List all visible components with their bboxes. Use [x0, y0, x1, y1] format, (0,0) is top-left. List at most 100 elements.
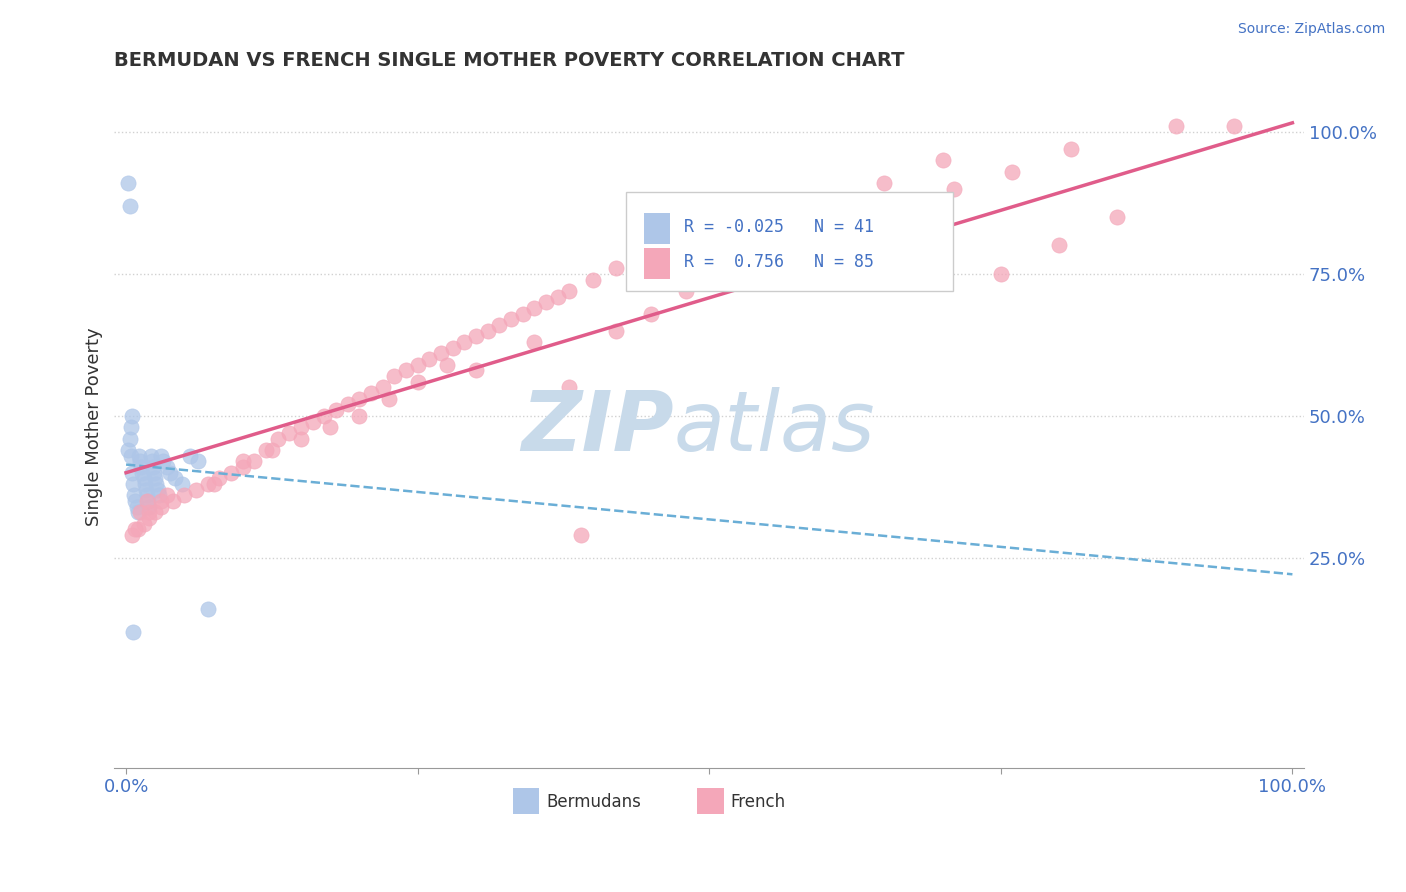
Point — [121, 409, 143, 423]
Point — [290, 432, 312, 446]
Point — [138, 500, 160, 514]
Point — [202, 477, 225, 491]
Point — [150, 500, 173, 514]
Point — [127, 522, 149, 536]
Point — [441, 341, 464, 355]
Point — [990, 267, 1012, 281]
Point — [721, 261, 744, 276]
FancyBboxPatch shape — [644, 248, 671, 279]
Point — [569, 528, 592, 542]
Point — [117, 442, 139, 457]
Point — [436, 358, 458, 372]
Point — [121, 466, 143, 480]
Point — [243, 454, 266, 468]
Point — [197, 477, 219, 491]
Point — [179, 449, 201, 463]
FancyBboxPatch shape — [513, 789, 538, 814]
Point — [512, 307, 534, 321]
Point — [349, 409, 371, 423]
Point — [165, 471, 187, 485]
Point — [314, 409, 336, 423]
Point — [162, 494, 184, 508]
Point — [143, 505, 166, 519]
Point — [675, 233, 697, 247]
Point — [349, 392, 371, 406]
Point — [146, 483, 169, 497]
Point — [184, 483, 207, 497]
Point — [254, 442, 277, 457]
Point — [325, 403, 347, 417]
Point — [134, 477, 156, 491]
Point — [197, 602, 219, 616]
Point — [628, 250, 651, 264]
Point — [488, 318, 510, 332]
Point — [136, 488, 159, 502]
Point — [377, 392, 399, 406]
Point — [170, 477, 193, 491]
Point — [1223, 120, 1246, 134]
Text: atlas: atlas — [673, 387, 875, 467]
Point — [605, 324, 627, 338]
Point — [152, 454, 174, 468]
Point — [232, 454, 254, 468]
Text: French: French — [731, 793, 786, 811]
Text: R = -0.025   N = 41: R = -0.025 N = 41 — [685, 218, 875, 235]
Point — [143, 466, 166, 480]
Point — [697, 227, 720, 241]
Point — [129, 459, 152, 474]
Point — [395, 363, 418, 377]
Point — [145, 477, 167, 491]
Point — [430, 346, 453, 360]
Point — [336, 397, 359, 411]
FancyBboxPatch shape — [644, 213, 671, 244]
Text: Bermudans: Bermudans — [547, 793, 641, 811]
Point — [943, 182, 966, 196]
Point — [465, 329, 488, 343]
FancyBboxPatch shape — [697, 789, 724, 814]
Point — [290, 420, 312, 434]
Point — [129, 454, 152, 468]
Point — [122, 624, 145, 639]
Point — [534, 295, 557, 310]
Point — [547, 290, 569, 304]
Text: Source: ZipAtlas.com: Source: ZipAtlas.com — [1237, 22, 1385, 37]
Point — [122, 488, 145, 502]
Text: R =  0.756   N = 85: R = 0.756 N = 85 — [685, 253, 875, 271]
Point — [360, 386, 382, 401]
Point — [406, 375, 429, 389]
Point — [173, 488, 195, 502]
Point — [278, 425, 301, 440]
Point — [142, 459, 165, 474]
Point — [118, 432, 141, 446]
Point — [558, 380, 581, 394]
Point — [780, 250, 803, 264]
Point — [523, 301, 546, 315]
Point — [131, 466, 153, 480]
Point — [873, 176, 896, 190]
Point — [1001, 164, 1024, 178]
Point — [651, 244, 673, 259]
Point — [232, 459, 254, 474]
Point — [156, 459, 179, 474]
Point — [418, 352, 440, 367]
Point — [477, 324, 499, 338]
Y-axis label: Single Mother Poverty: Single Mother Poverty — [86, 328, 103, 526]
FancyBboxPatch shape — [626, 192, 953, 291]
Point — [884, 199, 907, 213]
Point — [406, 358, 429, 372]
Point — [125, 500, 148, 514]
Point — [135, 483, 157, 497]
Text: BERMUDAN VS FRENCH SINGLE MOTHER POVERTY CORRELATION CHART: BERMUDAN VS FRENCH SINGLE MOTHER POVERTY… — [114, 51, 905, 70]
Point — [148, 488, 170, 502]
Point — [260, 442, 283, 457]
Point — [814, 193, 837, 207]
Point — [128, 449, 150, 463]
Point — [187, 454, 209, 468]
Point — [640, 307, 662, 321]
Point — [117, 176, 139, 190]
Point — [129, 505, 152, 519]
Point — [156, 488, 179, 502]
Point — [675, 284, 697, 298]
Point — [141, 454, 163, 468]
Point — [120, 449, 142, 463]
